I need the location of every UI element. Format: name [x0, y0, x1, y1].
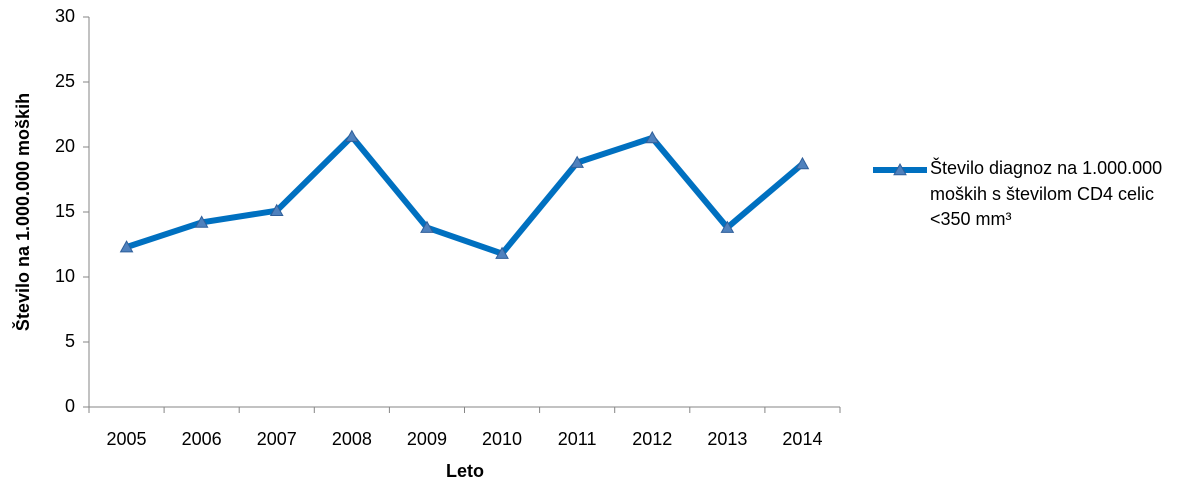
marker [645, 130, 660, 144]
x-tick-label: 2009 [407, 429, 447, 449]
data-line [125, 132, 805, 258]
marker [194, 215, 209, 228]
x-axis-title: Leto [446, 461, 484, 481]
x-tick-label: 2010 [482, 429, 522, 449]
y-tick-label: 5 [65, 331, 75, 351]
x-tick-label: 2006 [182, 429, 222, 449]
x-tick-label: 2005 [107, 429, 147, 449]
x-tick-label: 2013 [707, 429, 747, 449]
marker [495, 246, 509, 259]
marker [795, 156, 810, 170]
y-tick-label: 25 [55, 71, 75, 91]
x-tick-label: 2014 [782, 429, 822, 449]
marker [119, 240, 134, 253]
y-axis-title: Število na 1.000.000 moških [12, 93, 33, 331]
y-tick-label: 15 [55, 201, 75, 221]
marker [420, 220, 434, 233]
y-tick-label: 30 [55, 6, 75, 26]
legend-label: Število diagnoz na 1.000.000 moških s št… [930, 158, 1163, 229]
y-tick-label: 20 [55, 136, 75, 156]
marker [269, 203, 284, 216]
marker [570, 155, 584, 168]
y-tick-label: 10 [55, 266, 75, 286]
x-tick-label: 2012 [632, 429, 672, 449]
marker [345, 129, 359, 142]
y-tick-label: 0 [65, 396, 75, 416]
x-tick-label: 2008 [332, 429, 372, 449]
legend-marker [893, 162, 907, 176]
x-tick-label: 2007 [257, 429, 297, 449]
x-tick-label: 2011 [558, 429, 597, 449]
marker [720, 220, 735, 233]
